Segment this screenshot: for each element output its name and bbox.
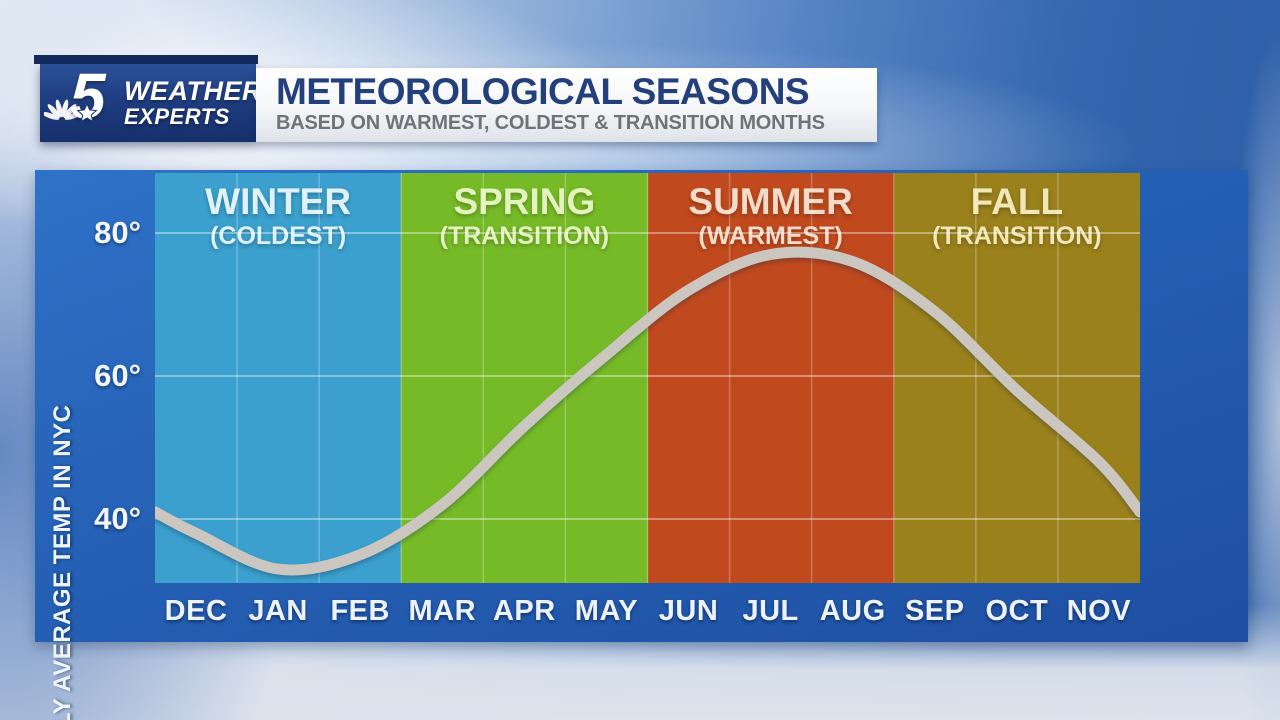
x-axis-month-label: JUN: [658, 594, 719, 627]
season-label: SUMMER (WARMEST): [648, 181, 894, 251]
season-band-summer: SUMMER (WARMEST): [647, 173, 894, 583]
x-axis-month-label: AUG: [819, 594, 886, 627]
season-name: SPRING: [453, 181, 596, 222]
star-icon: [76, 102, 98, 123]
nbc5-logo: 5 WEATHER EXPERTS: [34, 55, 262, 142]
brand-experts: EXPERTS: [124, 104, 230, 129]
channel-number: 5: [70, 60, 106, 132]
x-axis-month-label: NOV: [1066, 594, 1132, 627]
x-axis: DEC JAN FEB MAR APR MAY JUN JUL AUG SEP OCT NOV: [155, 583, 1140, 639]
brand-weather: WEATHER: [124, 76, 262, 106]
x-axis-month-label: OCT: [985, 594, 1049, 627]
page-title: METEOROLOGICAL SEASONS: [276, 71, 810, 112]
x-axis-month-label: FEB: [330, 594, 390, 627]
season-qualifier: (COLDEST): [210, 222, 347, 250]
x-axis-month-label: APR: [492, 594, 556, 627]
season-name: WINTER: [205, 181, 352, 222]
station-brand: WEATHER EXPERTS: [124, 77, 262, 129]
x-axis-month-label: MAY: [574, 594, 639, 627]
temperature-curve-chart: [155, 173, 1140, 583]
y-axis-tick-label: 80°: [94, 215, 141, 250]
y-axis: 80° 60° 40°: [35, 170, 141, 642]
temperature-curve: [155, 246, 1140, 576]
season-band-fall: FALL (TRANSITION): [893, 173, 1140, 583]
title-banner: METEOROLOGICAL SEASONS BASED ON WARMEST,…: [256, 68, 877, 142]
logo-top-bar: [34, 55, 258, 64]
x-axis-month-label: DEC: [164, 594, 228, 627]
plot-area: WINTER (COLDEST) SPRING (TRANSITION) SUMMER(…: [155, 173, 1140, 583]
season-bands: WINTER (COLDEST) SPRING (TRANSITION) SUMMER(…: [155, 173, 1140, 583]
season-label: SPRING (TRANSITION): [401, 181, 647, 251]
season-label: WINTER (COLDEST): [155, 181, 401, 251]
x-axis-month-label: SEP: [904, 594, 965, 627]
x-axis-month-label: MAR: [408, 594, 477, 627]
nbc-peacock-icon: [44, 99, 80, 120]
x-axis-month-label: JUL: [742, 594, 799, 627]
y-axis-tick-label: 40°: [94, 501, 141, 536]
season-qualifier: (WARMEST): [698, 222, 843, 250]
x-axis-month-label: JAN: [248, 594, 308, 627]
y-axis-tick-label: 60°: [94, 358, 141, 393]
season-name: FALL: [970, 181, 1064, 222]
season-band-winter: WINTER (COLDEST): [155, 173, 402, 583]
season-label: FALL (TRANSITION): [894, 181, 1140, 251]
page-subtitle: BASED ON WARMEST, COLDEST & TRANSITION M…: [276, 112, 825, 134]
season-qualifier: (TRANSITION): [932, 222, 1102, 250]
chart-panel: DAILY AVERAGE TEMP IN NYC 80° 60° 40° WINT…: [35, 170, 1248, 720]
gridlines: [155, 173, 1140, 583]
season-band-spring: SPRING (TRANSITION): [401, 173, 648, 583]
season-name: SUMMER: [688, 181, 853, 222]
season-qualifier: (TRANSITION): [439, 222, 610, 250]
